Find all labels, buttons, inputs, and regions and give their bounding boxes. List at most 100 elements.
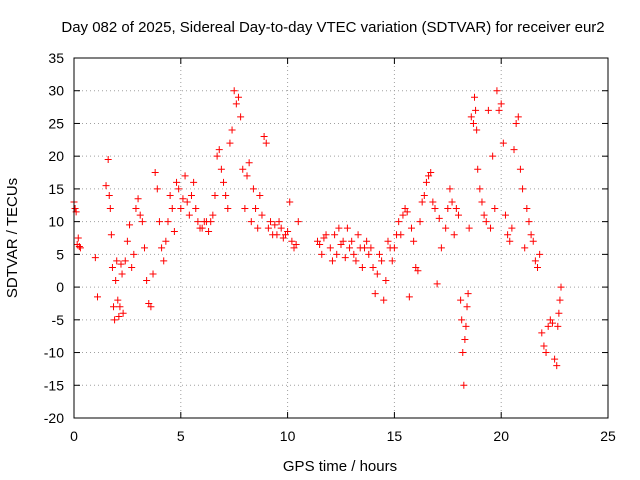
data-point xyxy=(226,139,234,147)
data-point xyxy=(254,224,262,232)
data-point xyxy=(429,198,437,206)
data-point xyxy=(446,185,454,193)
data-point xyxy=(168,205,176,213)
data-point xyxy=(534,263,542,271)
data-point xyxy=(510,146,518,154)
data-point xyxy=(405,293,413,301)
data-point xyxy=(358,263,366,271)
data-point xyxy=(556,296,564,304)
data-point xyxy=(147,303,155,311)
data-point xyxy=(294,218,302,226)
data-point xyxy=(343,224,351,232)
data-point xyxy=(497,100,505,108)
data-point xyxy=(516,165,524,173)
data-point xyxy=(260,133,268,141)
data-point xyxy=(341,254,349,262)
data-point xyxy=(252,205,260,213)
x-tick-label: 0 xyxy=(70,428,78,444)
data-point xyxy=(450,231,458,239)
data-point xyxy=(93,293,101,301)
x-tick-labels: 0 5 10 15 20 25 xyxy=(70,428,616,444)
chart-title: Day 082 of 2025, Sidereal Day-to-day VTE… xyxy=(61,19,604,36)
data-point xyxy=(551,355,559,363)
data-point xyxy=(457,296,465,304)
data-point xyxy=(501,211,509,219)
data-point xyxy=(555,309,563,317)
data-point xyxy=(292,241,300,249)
data-point xyxy=(384,237,392,245)
data-point xyxy=(326,244,334,252)
y-tick-label: 5 xyxy=(56,246,64,262)
data-point xyxy=(469,119,477,127)
data-point xyxy=(548,319,556,327)
y-tick-label: 35 xyxy=(48,50,64,66)
data-point xyxy=(378,257,386,265)
data-point xyxy=(160,257,168,265)
x-tick-label: 10 xyxy=(280,428,296,444)
data-point xyxy=(382,277,390,285)
data-point xyxy=(331,231,339,239)
data-point xyxy=(499,139,507,147)
data-point xyxy=(123,237,131,245)
data-point xyxy=(360,244,368,252)
data-point xyxy=(267,218,275,226)
data-point xyxy=(363,237,371,245)
data-point xyxy=(495,106,503,114)
data-point xyxy=(316,241,324,249)
y-axis-label: SDTVAR / TECUs xyxy=(4,178,21,298)
plot-frame xyxy=(73,57,609,419)
data-point xyxy=(431,205,439,213)
data-point xyxy=(322,231,330,239)
data-point xyxy=(247,218,255,226)
data-point xyxy=(234,93,242,101)
data-point xyxy=(352,257,360,265)
data-point xyxy=(458,316,466,324)
data-point xyxy=(173,178,181,186)
data-point xyxy=(367,244,375,252)
data-point xyxy=(130,250,138,258)
data-point xyxy=(373,270,381,278)
data-point xyxy=(213,152,221,160)
data-point xyxy=(480,211,488,219)
data-point xyxy=(110,303,118,311)
data-point xyxy=(118,270,126,278)
data-point xyxy=(222,191,230,199)
data-point xyxy=(190,178,198,186)
data-point xyxy=(192,205,200,213)
data-point xyxy=(91,254,99,262)
data-point xyxy=(114,296,122,304)
data-point xyxy=(111,316,119,324)
data-point xyxy=(390,244,398,252)
data-point xyxy=(521,244,529,252)
data-point xyxy=(284,227,292,235)
data-point xyxy=(136,211,144,219)
data-point xyxy=(119,309,127,317)
data-point xyxy=(410,237,418,245)
data-point xyxy=(181,172,189,180)
y-tick-label: -5 xyxy=(52,312,65,328)
data-point xyxy=(105,191,113,199)
data-point xyxy=(102,182,110,190)
data-point xyxy=(414,267,422,275)
data-point xyxy=(462,322,470,330)
data-point xyxy=(487,224,495,232)
data-points xyxy=(70,87,565,389)
data-point xyxy=(237,113,245,121)
data-point xyxy=(472,106,480,114)
data-point xyxy=(245,159,253,167)
y-tick-labels: 35 30 25 20 15 10 5 0 -5 -10 -15 -20 xyxy=(44,50,64,426)
data-point xyxy=(395,218,403,226)
data-point xyxy=(350,250,358,258)
x-tick-label: 15 xyxy=(387,428,403,444)
data-point xyxy=(448,198,456,206)
data-point xyxy=(339,237,347,245)
data-point xyxy=(506,237,514,245)
data-point xyxy=(74,234,82,242)
data-point xyxy=(422,178,430,186)
data-point xyxy=(540,342,548,350)
x-axis-label: GPS time / hours xyxy=(283,458,397,475)
data-point xyxy=(525,218,533,226)
data-point xyxy=(140,244,148,252)
